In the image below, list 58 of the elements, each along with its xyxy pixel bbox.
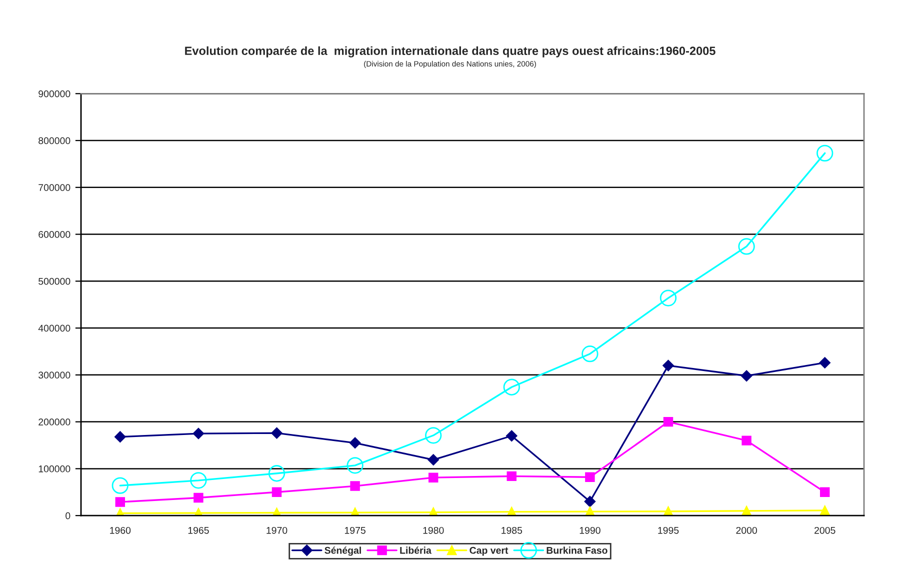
y-tick-label: 200000: [38, 418, 70, 426]
x-tick-label: 2000: [736, 526, 757, 534]
x-tick-label: 1990: [580, 526, 600, 534]
legend-label: Cap vert: [470, 546, 508, 556]
point: [190, 472, 207, 489]
point: [742, 506, 752, 516]
point: [428, 454, 439, 466]
point: [820, 487, 830, 497]
point: [271, 427, 282, 439]
y-tick-label: 900000: [38, 90, 70, 98]
point: [194, 492, 204, 503]
point: [662, 360, 674, 372]
point: [582, 346, 598, 362]
point: [192, 428, 204, 440]
point: [114, 431, 126, 442]
point: [738, 238, 755, 255]
point: [816, 144, 834, 162]
y-tick-label: 600000: [38, 231, 70, 238]
x-tick-label: 1980: [423, 526, 444, 534]
x-tick-label: 1975: [344, 526, 366, 534]
point: [663, 506, 674, 516]
point: [663, 416, 674, 427]
point: [115, 497, 126, 507]
y-tick-label: 0: [66, 512, 70, 520]
x-tick-label: 1965: [188, 526, 209, 534]
point: [585, 472, 595, 482]
point: [584, 496, 596, 508]
point: [503, 378, 520, 396]
y-tick-label: 400000: [38, 324, 70, 332]
x-tick-label: 1985: [502, 526, 522, 534]
point: [425, 427, 442, 444]
chart-title: Evolution comparée de la migration internationale dans quatre pays ouest africains:1960-2005: [185, 46, 716, 58]
point: [112, 477, 128, 494]
legend-label: Libéria: [400, 546, 432, 554]
point: [346, 457, 364, 474]
point: [428, 472, 438, 482]
y-tick-label: 100000: [38, 465, 70, 472]
y-tick-label: 500000: [38, 278, 70, 285]
legend-label: Sénégal: [324, 546, 361, 556]
point: [506, 471, 517, 482]
point: [660, 290, 677, 306]
x-tick-label: 1970: [266, 526, 288, 534]
x-tick-label: 1995: [658, 526, 679, 534]
point: [506, 430, 518, 442]
point: [740, 370, 752, 382]
point: [268, 465, 286, 482]
point: [820, 506, 830, 516]
point: [742, 436, 752, 446]
point: [819, 357, 830, 368]
point: [350, 481, 360, 491]
x-tick-label: 1960: [110, 526, 131, 534]
y-tick-label: 700000: [38, 184, 70, 192]
legend-label: Burkina Faso: [546, 546, 608, 554]
y-tick-label: 800000: [38, 137, 70, 144]
y-tick-label: 300000: [38, 372, 70, 379]
x-tick-label: 2005: [814, 526, 836, 534]
point: [272, 487, 282, 497]
point: [349, 437, 361, 449]
